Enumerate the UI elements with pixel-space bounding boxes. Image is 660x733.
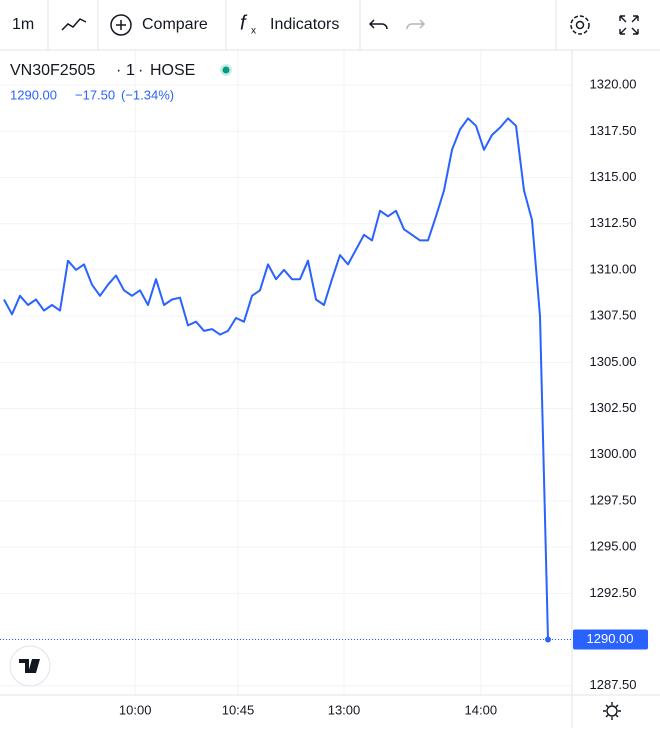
y-tick-label: 1310.00 <box>590 261 637 276</box>
indicators-icon-sub: x <box>251 26 256 37</box>
fullscreen-button[interactable] <box>619 15 639 35</box>
chart-type-button[interactable] <box>61 18 87 31</box>
legend-dot: · <box>116 62 121 79</box>
legend-change-pct: (−1.34%) <box>121 87 174 102</box>
y-tick-label: 1312.50 <box>590 215 637 230</box>
y-tick-label: 1300.00 <box>590 446 637 461</box>
y-tick-label: 1305.00 <box>590 354 637 369</box>
price-line <box>3 117 549 640</box>
y-tick-label: 1287.50 <box>590 677 637 692</box>
y-tick-label: 1292.50 <box>590 585 637 600</box>
legend-dot: · <box>138 62 143 79</box>
interval-button[interactable]: 1m <box>12 16 34 33</box>
tv-logo-mark <box>19 659 40 673</box>
legend-symbol: VN30F2505 <box>10 62 95 79</box>
legend-interval: 1 <box>126 62 135 79</box>
x-tick-label: 13:00 <box>328 702 361 717</box>
y-tick-label: 1302.50 <box>590 400 637 415</box>
market-status-dot <box>222 66 230 74</box>
axis-settings[interactable] <box>603 702 621 720</box>
x-tick-label: 14:00 <box>465 702 498 717</box>
legend-exchange: HOSE <box>150 62 195 79</box>
last-point <box>545 636 551 643</box>
indicators-icon[interactable]: f <box>240 12 248 34</box>
plot <box>0 117 572 643</box>
compare-icon[interactable] <box>110 14 132 36</box>
compare-button[interactable]: Compare <box>142 16 208 33</box>
y-tick-label: 1315.00 <box>590 169 637 184</box>
grid <box>0 50 572 695</box>
legend-change: −17.50 <box>75 87 115 102</box>
settings-button[interactable] <box>570 15 590 35</box>
y-tick-label: 1307.50 <box>590 308 637 323</box>
legend-last: 1290.00 <box>10 87 57 102</box>
undo-button[interactable] <box>368 19 388 30</box>
y-tick-label: 1320.00 <box>590 77 637 92</box>
redo-button[interactable] <box>406 19 426 30</box>
y-tick-label: 1317.50 <box>590 123 637 138</box>
last-price-label: 1290.00 <box>587 631 634 646</box>
indicators-button[interactable]: Indicators <box>270 16 339 33</box>
y-tick-label: 1297.50 <box>590 492 637 507</box>
y-tick-label: 1295.00 <box>590 539 637 554</box>
x-tick-label: 10:45 <box>222 702 255 717</box>
x-tick-label: 10:00 <box>119 702 152 717</box>
last-price-badge <box>573 629 648 650</box>
